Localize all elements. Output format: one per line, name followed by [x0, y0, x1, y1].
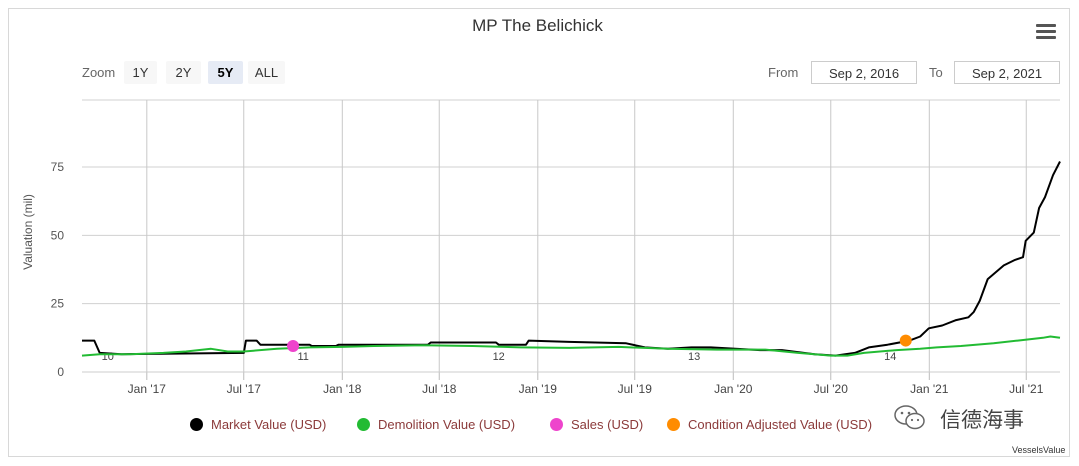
x-tick-label: Jul '18 [422, 382, 457, 396]
y-tick-label: 50 [51, 228, 65, 242]
y-axis-label: Valuation (mil) [21, 194, 35, 270]
age-label: 11 [297, 351, 308, 363]
watermark-text: 信德海事 [940, 408, 1024, 432]
series-line-0 [82, 161, 1061, 357]
series-point-2[interactable] [287, 340, 300, 353]
y-tick-label: 25 [51, 297, 65, 311]
legend-marker-icon [357, 418, 370, 431]
legend-marker-icon [550, 418, 563, 431]
from-date-input[interactable]: Sep 2, 2016 [811, 61, 917, 84]
series-point-3[interactable] [899, 334, 912, 347]
zoom-label: Zoom [82, 65, 116, 80]
wechat-icon [894, 405, 925, 430]
x-tick-label: Jan '19 [519, 382, 558, 396]
chart-title: MP The Belichick [472, 16, 603, 35]
x-axis: Jan '17 Jul '17 Jan '18 Jul '18 Jan '19 Jul '… [82, 351, 1060, 396]
legend-item-1[interactable]: Demolition Value (USD) [357, 417, 515, 433]
x-tick-label: Jan '20 [714, 382, 753, 396]
y-tick-label: 75 [51, 160, 65, 174]
y-tick-label: 0 [57, 365, 64, 379]
zoom-5y-button[interactable]: 5Y [208, 61, 243, 84]
x-tick-label: Jul '20 [814, 382, 849, 396]
y-axis: 0 25 50 75 [51, 160, 65, 379]
legend-label: Condition Adjusted Value (USD) [688, 417, 873, 432]
legend-marker-icon [190, 418, 203, 431]
age-label: 12 [493, 351, 505, 363]
to-label: To [929, 65, 943, 80]
x-tick-label: Jul '19 [618, 382, 653, 396]
menu-hamburger-icon[interactable] [1036, 24, 1056, 40]
series-layer [81, 161, 1061, 357]
age-label: 13 [688, 351, 700, 363]
series-line-1 [81, 335, 1061, 357]
credit-text: VesselsValue [1012, 445, 1066, 455]
grid-lines [82, 99, 1060, 372]
x-tick-label: Jul '21 [1009, 382, 1044, 396]
legend-item-0[interactable]: Market Value (USD) [190, 417, 326, 433]
legend-item-3[interactable]: Condition Adjusted Value (USD) [667, 417, 872, 433]
legend-label: Demolition Value (USD) [378, 417, 516, 432]
from-label: From [768, 65, 799, 80]
age-label: 14 [884, 351, 896, 363]
zoom-1y-button[interactable]: 1Y [124, 61, 157, 84]
zoom-all-button[interactable]: ALL [248, 61, 285, 84]
legend-item-2[interactable]: Sales (USD) [550, 417, 643, 433]
x-tick-label: Jul '17 [227, 382, 262, 396]
to-date-input[interactable]: Sep 2, 2021 [954, 61, 1060, 84]
zoom-2y-button[interactable]: 2Y [166, 61, 201, 84]
legend-marker-icon [667, 418, 680, 431]
x-tick-label: Jan '21 [910, 382, 949, 396]
x-tick-label: Jan '18 [323, 382, 362, 396]
x-tick-label: Jan '17 [128, 382, 167, 396]
legend-label: Sales (USD) [571, 417, 644, 432]
legend-label: Market Value (USD) [211, 417, 327, 432]
